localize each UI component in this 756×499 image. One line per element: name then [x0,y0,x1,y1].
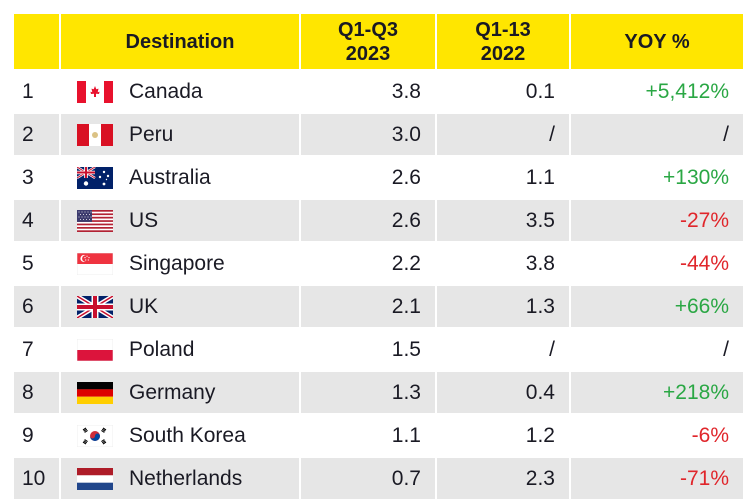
destination-cell: South Korea [60,413,301,457]
value-2022-cell: 1.3 [436,284,571,328]
yoy-cell: +218% [570,370,743,414]
table-row: 5 Singapore 2.2 3.8 -44% [14,241,743,285]
value-2022-cell: 3.5 [436,198,571,242]
value-2023-cell: 2.1 [300,284,437,328]
value-2022-cell: 2.3 [436,456,571,499]
rank-cell: 10 [14,456,61,499]
rank-cell: 9 [14,413,61,457]
yoy-cell: -27% [570,198,743,242]
value-2023-cell: 1.5 [300,327,437,371]
table-row: 7 Poland 1.5// [14,327,743,371]
rank-header [14,14,61,70]
australia-flag-icon [77,166,113,189]
destination-name: UK [129,294,159,318]
canada-flag-icon [77,80,113,103]
yoy-cell: -71% [570,456,743,499]
destination-cell: Singapore [60,241,301,285]
rank-cell: 4 [14,198,61,242]
destination-table: Destination Q1-Q3 2023 Q1-13 2022 YOY % … [14,14,743,499]
destination-header: Destination [60,14,301,70]
yoy-header: YOY % [570,14,743,70]
table-header-row: Destination Q1-Q3 2023 Q1-13 2022 YOY % [14,14,743,70]
destination-cell: Poland [60,327,301,371]
value-2022-cell: 0.4 [436,370,571,414]
yoy-cell: / [570,112,743,156]
yoy-cell: +66% [570,284,743,328]
yoy-cell: -44% [570,241,743,285]
destination-name: Singapore [129,251,225,275]
table-row: 3 Australia 2.6 1.1 +130% [14,155,743,199]
destination-cell: Germany [60,370,301,414]
destination-cell: Netherlands [60,456,301,499]
destination-name: US [129,208,159,232]
value-2023-cell: 3.0 [300,112,437,156]
destination-name: Peru [129,122,174,146]
table-row: 4 US 2.6 3.5 -27% [14,198,743,242]
value-2022-cell: / [436,112,571,156]
yoy-cell: -6% [570,413,743,457]
value-2022-cell: 0.1 [436,69,571,113]
value-2023-cell: 2.6 [300,198,437,242]
us-flag-icon [77,209,113,232]
value-2023-cell: 2.2 [300,241,437,285]
table-row: 1 Canada 3.8 0.1 +5,412% [14,69,743,113]
value-2022-cell: 3.8 [436,241,571,285]
destination-name: Netherlands [129,466,243,490]
south-korea-flag-icon [77,424,113,447]
rank-cell: 3 [14,155,61,199]
destination-cell: Peru [60,112,301,156]
yoy-cell: +130% [570,155,743,199]
q1-q3-2023-header: Q1-Q3 2023 [300,14,437,70]
table-row: 9 South Korea 1.1 1.2 -6% [14,413,743,457]
rank-cell: 1 [14,69,61,113]
rank-cell: 5 [14,241,61,285]
value-2022-cell: / [436,327,571,371]
peru-flag-icon [77,123,113,146]
value-2022-cell: 1.2 [436,413,571,457]
table-row: 6 UK 2.1 1.3 +66% [14,284,743,328]
destination-cell: Australia [60,155,301,199]
yoy-cell: +5,412% [570,69,743,113]
germany-flag-icon [77,381,113,404]
table-row: 2 Peru 3.0// [14,112,743,156]
poland-flag-icon [77,338,113,361]
singapore-flag-icon [77,252,113,275]
value-2022-cell: 1.1 [436,155,571,199]
table-body: 1 Canada 3.8 0.1 +5,412% 2 Peru 3.0//3 Australia… [14,69,743,499]
destination-cell: UK [60,284,301,328]
value-2023-cell: 1.1 [300,413,437,457]
rank-cell: 2 [14,112,61,156]
destination-name: Australia [129,165,211,189]
value-2023-cell: 0.7 [300,456,437,499]
destination-name: South Korea [129,423,246,447]
yoy-cell: / [570,327,743,371]
destination-name: Canada [129,79,203,103]
value-2023-cell: 2.6 [300,155,437,199]
rank-cell: 7 [14,327,61,371]
value-2023-cell: 1.3 [300,370,437,414]
rank-cell: 6 [14,284,61,328]
value-2023-cell: 3.8 [300,69,437,113]
netherlands-flag-icon [77,467,113,490]
destination-name: Germany [129,380,216,404]
destination-cell: US [60,198,301,242]
destination-name: Poland [129,337,195,361]
q1-13-2022-header: Q1-13 2022 [436,14,571,70]
destination-cell: Canada [60,69,301,113]
table-row: 10 Netherlands 0.7 2.3 -71% [14,456,743,499]
uk-flag-icon [77,295,113,318]
rank-cell: 8 [14,370,61,414]
table-row: 8 Germany 1.3 0.4 +218% [14,370,743,414]
